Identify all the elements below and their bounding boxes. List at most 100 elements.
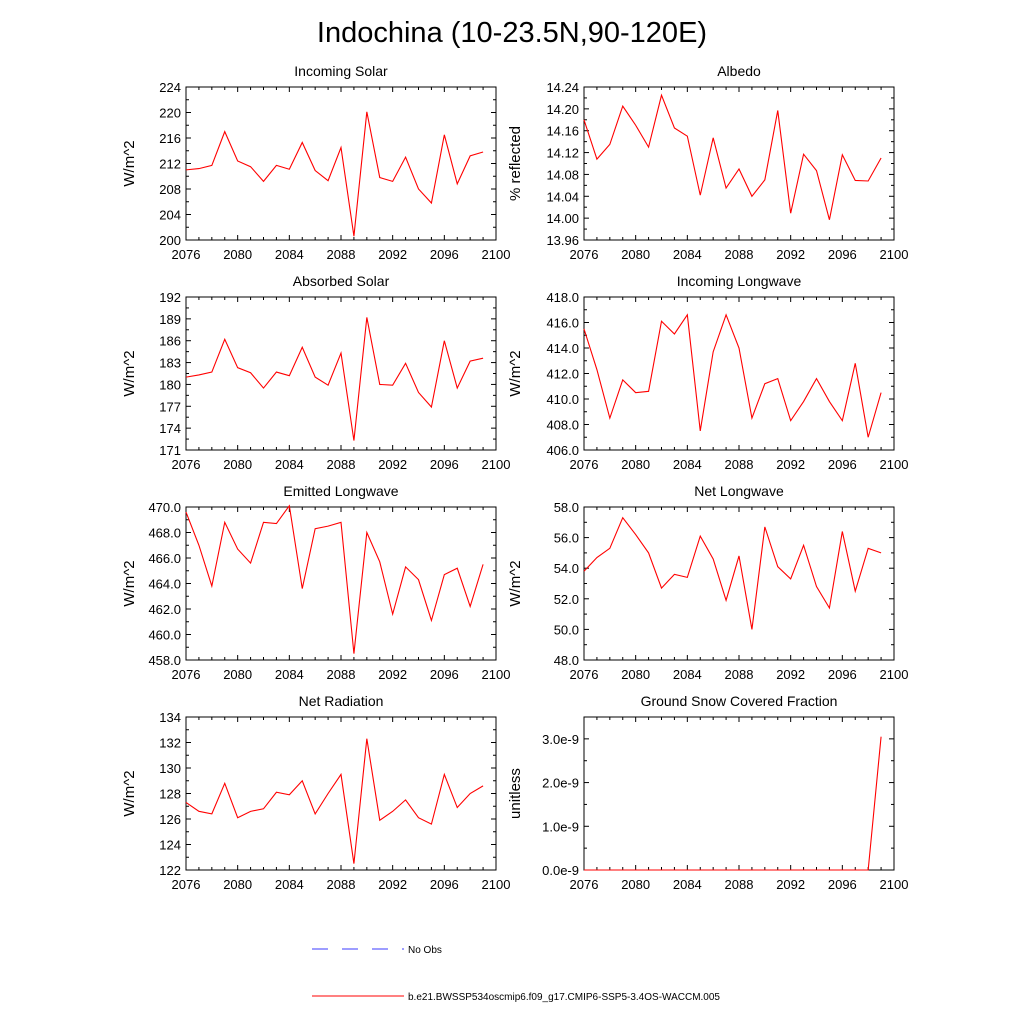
incoming-solar-ylabel: W/m^2 bbox=[121, 140, 138, 186]
albedo-ytick-label: 14.24 bbox=[546, 80, 579, 95]
albedo-ytick-label: 14.16 bbox=[546, 124, 579, 139]
net-longwave-series-line bbox=[583, 516, 882, 630]
emitted-longwave-series-line bbox=[185, 504, 484, 654]
incoming-longwave-xtick-label: 2080 bbox=[621, 457, 650, 472]
ground-snow-covered-fraction-title: Ground Snow Covered Fraction bbox=[641, 693, 838, 709]
absorbed-solar-xtick-label: 2080 bbox=[223, 457, 252, 472]
incoming-solar-ytick-label: 220 bbox=[159, 106, 181, 121]
panel-net-radiation: Net Radiation 2076 2080 2084 2088 2092 2096 210… bbox=[121, 693, 510, 892]
absorbed-solar-ylabel: W/m^2 bbox=[121, 350, 138, 396]
emitted-longwave-xtick-label: 2080 bbox=[223, 667, 252, 682]
emitted-longwave-xtick-label: 2092 bbox=[378, 667, 407, 682]
panel-net-longwave: Net Longwave 2076 2080 2084 2088 2092 2096 2100… bbox=[507, 483, 908, 682]
legend-series-label: b.e21.BWSSP534oscmip6.f09_g17.CMIP6-SSP5… bbox=[408, 992, 720, 1003]
net-radiation-ytick-label: 130 bbox=[159, 761, 181, 776]
emitted-longwave-xtick-label: 2084 bbox=[275, 667, 304, 682]
incoming-longwave-xtick-label: 2084 bbox=[673, 457, 702, 472]
panel-incoming-longwave: Incoming Longwave 2076 2080 2084 2088 2092 209… bbox=[507, 273, 908, 472]
net-radiation-title: Net Radiation bbox=[299, 693, 384, 709]
legend-obs-label: No Obs bbox=[408, 945, 442, 956]
absorbed-solar-xtick-label: 2088 bbox=[327, 457, 356, 472]
albedo-series-line bbox=[583, 93, 882, 220]
net-radiation-frame bbox=[185, 716, 497, 871]
net-radiation-ytick-label: 128 bbox=[159, 787, 181, 802]
panel-incoming-solar: Incoming Solar 2076 2080 2084 2088 2092 2096 21… bbox=[121, 63, 510, 262]
emitted-longwave-ytick-label: 470.0 bbox=[148, 500, 181, 515]
emitted-longwave-xtick-label: 2088 bbox=[327, 667, 356, 682]
emitted-longwave-ytick-label: 468.0 bbox=[148, 526, 181, 541]
albedo-xtick-label: 2084 bbox=[673, 247, 702, 262]
absorbed-solar-frame bbox=[185, 296, 497, 451]
absorbed-solar-xtick-label: 2096 bbox=[430, 457, 459, 472]
net-radiation-ytick-label: 126 bbox=[159, 812, 181, 827]
absorbed-solar-ytick-label: 177 bbox=[159, 399, 181, 414]
incoming-solar-ytick-label: 200 bbox=[159, 233, 181, 248]
incoming-longwave-xtick-label: 2096 bbox=[828, 457, 857, 472]
emitted-longwave-title: Emitted Longwave bbox=[283, 483, 398, 499]
incoming-solar-frame bbox=[185, 86, 497, 241]
ground-snow-covered-fraction-xtick-label: 2092 bbox=[776, 877, 805, 892]
incoming-longwave-xtick-label: 2100 bbox=[880, 457, 909, 472]
net-longwave-ytick-label: 50.0 bbox=[554, 622, 579, 637]
incoming-solar-xtick-label: 2088 bbox=[327, 247, 356, 262]
ground-snow-covered-fraction-xtick-label: 2096 bbox=[828, 877, 857, 892]
incoming-solar-xtick-label: 2092 bbox=[378, 247, 407, 262]
legend: No Obs b.e21.BWSSP534oscmip6.f09_g17.CMI… bbox=[312, 945, 720, 1003]
net-longwave-xtick-label: 2092 bbox=[776, 667, 805, 682]
ground-snow-covered-fraction-ylabel: unitless bbox=[507, 768, 524, 819]
net-radiation-xtick-label: 2084 bbox=[275, 877, 304, 892]
emitted-longwave-ytick-label: 464.0 bbox=[148, 577, 181, 592]
incoming-longwave-ytick-label: 414.0 bbox=[546, 341, 579, 356]
incoming-solar-xtick-label: 2076 bbox=[172, 247, 201, 262]
panel-ground-snow-covered-fraction: Ground Snow Covered Fraction 2076 2080 2084… bbox=[507, 693, 908, 892]
net-longwave-ytick-label: 48.0 bbox=[554, 653, 579, 668]
net-longwave-frame bbox=[583, 506, 895, 661]
net-radiation-xtick-label: 2088 bbox=[327, 877, 356, 892]
emitted-longwave-ytick-label: 460.0 bbox=[148, 628, 181, 643]
incoming-longwave-xtick-label: 2088 bbox=[725, 457, 754, 472]
ground-snow-covered-fraction-ytick-label: 2.0e-9 bbox=[542, 776, 579, 791]
ground-snow-covered-fraction-xtick-label: 2080 bbox=[621, 877, 650, 892]
albedo-xtick-label: 2100 bbox=[880, 247, 909, 262]
net-radiation-ytick-label: 122 bbox=[159, 863, 181, 878]
incoming-longwave-series-line bbox=[583, 313, 882, 438]
emitted-longwave-xtick-label: 2096 bbox=[430, 667, 459, 682]
ground-snow-covered-fraction-frame bbox=[583, 716, 895, 871]
incoming-solar-ytick-label: 212 bbox=[159, 157, 181, 172]
ground-snow-covered-fraction-xtick-label: 2076 bbox=[570, 877, 599, 892]
absorbed-solar-xtick-label: 2100 bbox=[482, 457, 511, 472]
incoming-longwave-ytick-label: 412.0 bbox=[546, 367, 579, 382]
incoming-longwave-ytick-label: 418.0 bbox=[546, 290, 579, 305]
incoming-solar-ytick-label: 204 bbox=[159, 208, 181, 223]
incoming-longwave-frame bbox=[583, 296, 895, 451]
panel-emitted-longwave: Emitted Longwave 2076 2080 2084 2088 2092 2096… bbox=[121, 483, 510, 682]
absorbed-solar-title: Absorbed Solar bbox=[293, 273, 390, 289]
emitted-longwave-frame bbox=[185, 506, 497, 661]
incoming-solar-xtick-label: 2080 bbox=[223, 247, 252, 262]
albedo-xtick-label: 2092 bbox=[776, 247, 805, 262]
albedo-ylabel: % reflected bbox=[507, 126, 524, 201]
net-longwave-ytick-label: 52.0 bbox=[554, 592, 579, 607]
net-longwave-xtick-label: 2096 bbox=[828, 667, 857, 682]
page-title: Indochina (10-23.5N,90-120E) bbox=[317, 17, 707, 49]
panel-albedo: Albedo 2076 2080 2084 2088 2092 2096 2100 13.96 1… bbox=[507, 63, 908, 262]
incoming-longwave-xtick-label: 2076 bbox=[570, 457, 599, 472]
absorbed-solar-ytick-label: 183 bbox=[159, 356, 181, 371]
albedo-ytick-label: 14.12 bbox=[546, 146, 579, 161]
emitted-longwave-xtick-label: 2076 bbox=[172, 667, 201, 682]
albedo-xtick-label: 2088 bbox=[725, 247, 754, 262]
net-radiation-ytick-label: 134 bbox=[159, 710, 181, 725]
incoming-longwave-xtick-label: 2092 bbox=[776, 457, 805, 472]
ground-snow-covered-fraction-xtick-label: 2100 bbox=[880, 877, 909, 892]
absorbed-solar-xtick-label: 2092 bbox=[378, 457, 407, 472]
absorbed-solar-series-line bbox=[185, 317, 484, 441]
net-radiation-xtick-label: 2092 bbox=[378, 877, 407, 892]
net-longwave-ylabel: W/m^2 bbox=[507, 560, 524, 606]
ground-snow-covered-fraction-ytick-label: 3.0e-9 bbox=[542, 732, 579, 747]
albedo-ytick-label: 14.04 bbox=[546, 189, 579, 204]
incoming-solar-ytick-label: 216 bbox=[159, 131, 181, 146]
incoming-longwave-ytick-label: 408.0 bbox=[546, 418, 579, 433]
incoming-longwave-title: Incoming Longwave bbox=[677, 273, 802, 289]
net-longwave-xtick-label: 2100 bbox=[880, 667, 909, 682]
